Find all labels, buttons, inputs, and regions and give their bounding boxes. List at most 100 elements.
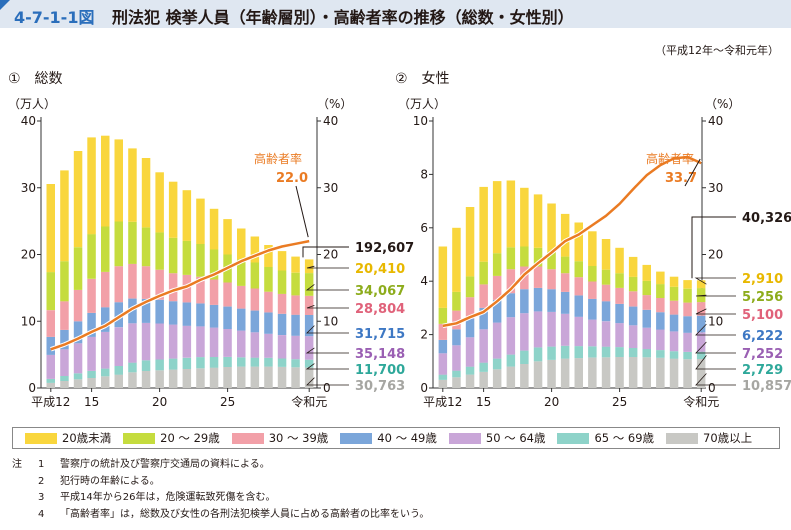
bar-segment xyxy=(277,358,287,367)
bar-segment xyxy=(520,313,529,351)
y-tick-label-left: 10 xyxy=(21,314,36,328)
bar-segment xyxy=(101,271,110,308)
bar-segment xyxy=(291,367,300,388)
bar-segment xyxy=(669,276,679,287)
bar-segment xyxy=(696,280,706,289)
bar-segment xyxy=(264,245,273,267)
note-head: 注 xyxy=(12,459,22,470)
bar-segment xyxy=(683,280,692,289)
bar-segment xyxy=(656,271,665,285)
bar-segment xyxy=(101,135,110,227)
value-label-leader xyxy=(695,323,736,336)
bar-segment xyxy=(304,367,314,388)
bar-segment xyxy=(128,148,137,222)
legend-label: 20 ～ 29歳 xyxy=(160,431,220,445)
legend-swatch xyxy=(123,432,156,444)
x-tick-label: 20 xyxy=(544,395,559,409)
note-text: 犯行時の年齢による。 xyxy=(60,475,160,487)
y-tick-label-right: 10 xyxy=(323,314,338,328)
value-label-leader xyxy=(695,373,736,386)
bar-segment xyxy=(683,332,692,352)
bar-segment xyxy=(237,357,246,367)
bar-segment xyxy=(209,279,219,305)
bar-segment xyxy=(492,299,502,323)
bar-segment xyxy=(656,312,665,330)
y-tick-label-left: 30 xyxy=(21,181,36,195)
x-tick-label: 25 xyxy=(612,395,627,409)
segment-value-label: 30,763 xyxy=(355,379,405,394)
bar-segment xyxy=(264,291,273,313)
bar-segment xyxy=(696,359,706,388)
bar-segment xyxy=(155,269,164,300)
bar-segment xyxy=(506,180,516,248)
bar-segment xyxy=(101,307,110,332)
y-tick-label-left: 20 xyxy=(21,248,36,262)
bar-segment xyxy=(250,310,260,333)
bar-segment xyxy=(73,247,83,290)
bar-segment xyxy=(642,357,651,388)
bar-segment xyxy=(642,327,651,350)
header-corner-mark xyxy=(0,0,10,10)
bar-segment xyxy=(520,364,529,388)
bar-segment xyxy=(560,358,570,388)
bar-segment xyxy=(465,366,475,375)
bar-segment xyxy=(304,315,314,337)
bar-segment xyxy=(492,369,502,388)
bar-segment xyxy=(452,310,461,330)
legend-label: 70歳以上 xyxy=(703,431,753,445)
rate-callout-leader xyxy=(684,158,701,187)
note-number: 4 xyxy=(38,508,45,520)
bar-segment xyxy=(87,234,96,279)
bar-segment xyxy=(277,270,287,294)
figure-header xyxy=(0,0,791,28)
bar-segment xyxy=(506,366,516,388)
x-tick-label: 15 xyxy=(476,395,491,409)
x-tick-label: 20 xyxy=(152,395,167,409)
bar-segment xyxy=(46,310,55,337)
bar-segment xyxy=(669,351,679,359)
bar-segment xyxy=(520,289,529,314)
bar-segment xyxy=(506,269,516,294)
x-tick-label: 令和元 xyxy=(683,394,719,409)
legend-swatch xyxy=(666,432,699,444)
y-tick-label-right: 30 xyxy=(708,181,723,195)
segment-value-label: 11,700 xyxy=(355,363,405,378)
bar-segment xyxy=(182,357,192,369)
legend-label: 20歳未満 xyxy=(62,431,112,445)
bar-segment xyxy=(683,288,692,303)
bar-segment xyxy=(277,293,287,314)
bar-segment xyxy=(560,313,570,346)
bar-segment xyxy=(304,295,314,315)
bar-segment xyxy=(209,208,219,250)
bar-segment xyxy=(250,262,260,289)
bar-segment xyxy=(615,303,624,324)
bar-segment xyxy=(479,307,488,330)
bar-segment xyxy=(223,219,232,255)
bar-segment xyxy=(465,297,475,319)
segment-value-label: 20,410 xyxy=(355,262,405,277)
bar-segment xyxy=(291,359,300,368)
y-tick-label-right: 30 xyxy=(323,181,338,195)
segment-value-label: 31,715 xyxy=(355,327,405,342)
segment-value-label: 34,067 xyxy=(355,284,405,299)
bar-segment xyxy=(264,366,273,388)
chart-legend: 20歳未満 20 ～ 29歳 30 ～ 39歳 40 ～ 49歳 50 ～ 64歳 65 … xyxy=(12,427,780,449)
bar-segment xyxy=(628,347,638,357)
bar-segment xyxy=(479,329,488,363)
bar-segment xyxy=(304,359,314,368)
legend-swatch xyxy=(231,432,264,444)
bar-segment xyxy=(642,295,651,310)
note-text: 平成14年から26年は，危険運転致死傷を含む。 xyxy=(60,492,276,503)
y-axis-label-left: （万人） xyxy=(8,97,56,111)
segment-value-label: 5,100 xyxy=(742,308,783,323)
bar-segment xyxy=(101,376,110,388)
bar-segment xyxy=(696,302,706,316)
bar-segment xyxy=(237,228,246,260)
x-tick-label: 平成12 xyxy=(423,395,462,409)
bar-segment xyxy=(209,357,219,368)
bar-segment xyxy=(223,282,232,307)
note-number: 2 xyxy=(38,475,45,487)
bar-segment xyxy=(492,275,502,300)
bar-segment xyxy=(642,280,651,296)
legend-label: 40 ～ 49歳 xyxy=(377,431,437,445)
